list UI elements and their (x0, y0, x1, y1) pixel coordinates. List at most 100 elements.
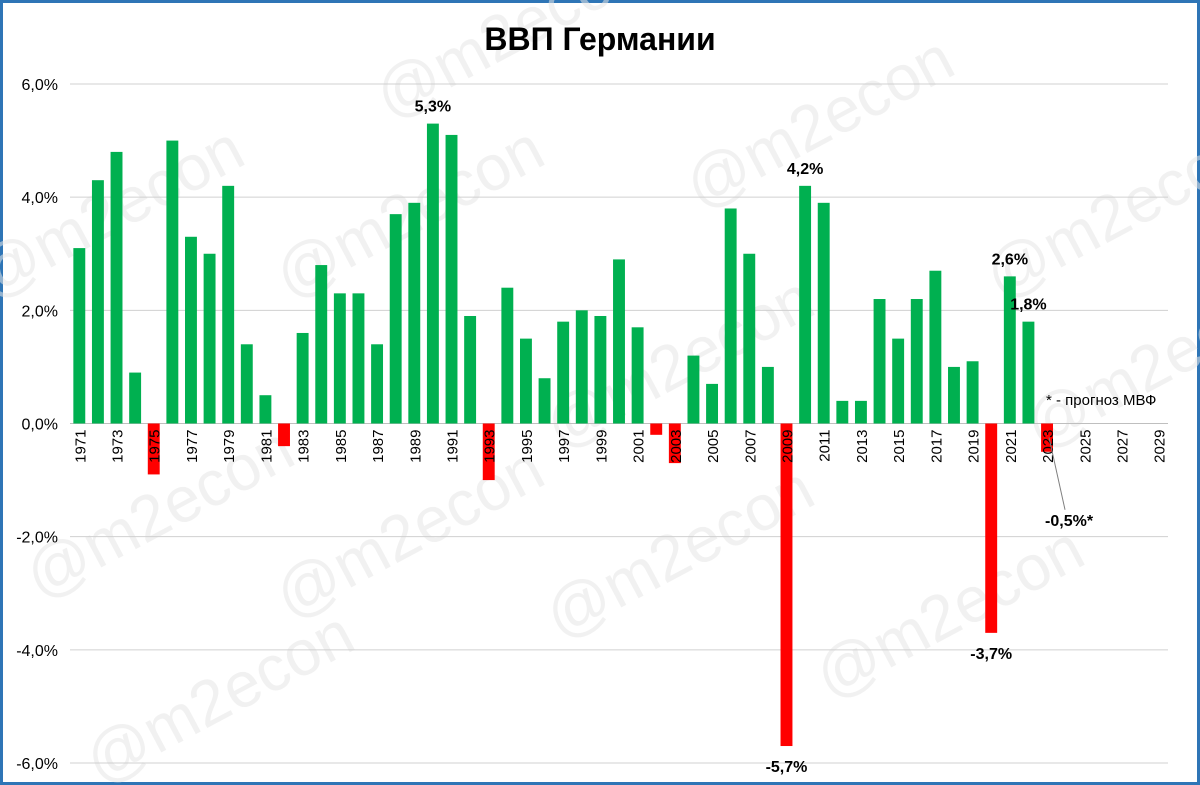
bar-2015 (892, 338, 905, 424)
bar-1985 (333, 293, 346, 424)
bar-2020 (985, 423, 998, 633)
bar-2003 (668, 423, 681, 464)
bar-1995 (519, 338, 532, 424)
bar-2014 (873, 299, 886, 424)
x-tick-label: 1991 (445, 430, 462, 463)
bar-1977 (185, 236, 197, 424)
x-tick-label: 1973 (110, 430, 127, 463)
bar-1996 (538, 378, 551, 424)
x-tick-label: 1985 (333, 430, 350, 463)
data-label-2020: -3,7% (970, 646, 1012, 663)
x-tick-label: 2019 (966, 430, 983, 463)
data-label-leader-line (1048, 437, 1066, 510)
bar-1972 (91, 180, 104, 424)
bar-1980 (240, 344, 253, 424)
bar-1991 (445, 134, 458, 424)
bar-1997 (557, 321, 570, 424)
x-tick-label: 1997 (556, 430, 573, 463)
x-tick-label: 1993 (482, 430, 499, 463)
x-tick-label: 2017 (928, 430, 945, 463)
bar-1992 (464, 315, 477, 424)
x-tick-label: 1995 (519, 430, 536, 463)
bar-1998 (575, 310, 588, 424)
x-tick-label: 2009 (779, 430, 796, 463)
x-tick-label: 2011 (817, 430, 834, 462)
data-label-2010: 4,2% (787, 161, 823, 178)
bar-1983 (296, 332, 309, 424)
x-tick-label: 1977 (184, 430, 201, 463)
x-tick-label: 1971 (72, 430, 89, 463)
bar-2022 (1022, 321, 1035, 424)
bar-2016 (910, 299, 923, 424)
x-tick-label: 1999 (593, 430, 610, 463)
y-tick-label: -2,0% (16, 530, 58, 547)
chart-title: ВВП Германии (484, 21, 715, 57)
forecast-note: * - прогноз МВФ (1046, 392, 1156, 409)
bar-2002 (650, 423, 663, 435)
x-tick-label: 1975 (147, 430, 164, 463)
bar-1974 (129, 372, 142, 424)
bar-1971 (73, 248, 86, 424)
data-labels: 5,3% 4,2% 2,6% 1,8% -5,7% -3,7% -0,5%* (415, 99, 1094, 776)
bars (73, 123, 1053, 747)
bar-1986 (352, 293, 365, 424)
watermark-text: @m2econ (673, 21, 965, 222)
bar-1978 (203, 253, 216, 424)
data-label-2022: 1,8% (1010, 297, 1046, 314)
x-tick-label: 2023 (1040, 430, 1057, 463)
watermark-text: @m2econ (73, 596, 365, 785)
bar-2001 (631, 327, 644, 424)
bar-1982 (278, 423, 290, 447)
y-tick-label: 4,0% (22, 190, 58, 207)
bar-2000 (613, 259, 625, 424)
watermark-text: @m2econ (803, 511, 1095, 712)
x-tick-label: 1981 (258, 430, 275, 463)
bar-2021 (1003, 276, 1016, 424)
bar-1989 (408, 202, 421, 424)
x-tick-label: 2005 (705, 430, 722, 463)
bar-2023 (1041, 423, 1053, 452)
x-tick-label: 2021 (1003, 429, 1020, 462)
bar-1976 (166, 140, 179, 424)
bar-1990 (426, 123, 439, 424)
data-label-2023: -0,5%* (1045, 513, 1094, 530)
x-tick-label: 2007 (742, 430, 759, 463)
bar-1981 (259, 395, 272, 424)
y-tick-label: -4,0% (16, 643, 58, 660)
bar-2011 (817, 202, 830, 424)
bar-2017 (929, 270, 942, 424)
bar-1987 (371, 344, 384, 424)
x-tick-label: 1989 (407, 430, 424, 463)
bar-2018 (948, 366, 960, 424)
bar-2009 (780, 423, 793, 747)
bar-2010 (799, 185, 812, 424)
bar-1994 (501, 287, 514, 424)
data-label-2021: 2,6% (992, 251, 1028, 268)
x-tick-label: 2013 (854, 430, 871, 463)
x-tick-label: 2001 (631, 430, 648, 463)
x-tick-label: 2027 (1114, 430, 1131, 463)
x-tick-label: 2015 (891, 430, 908, 463)
bar-2019 (966, 361, 979, 424)
bar-2007 (743, 253, 756, 424)
y-tick-label: 0,0% (22, 417, 58, 434)
data-label-1990: 5,3% (415, 99, 451, 116)
bar-2012 (836, 400, 849, 424)
bar-1979 (222, 185, 235, 424)
y-tick-label: -6,0% (16, 756, 58, 773)
x-tick-label: 1987 (370, 430, 387, 463)
data-label-2009: -5,7% (766, 759, 808, 776)
bar-1975 (147, 423, 160, 475)
watermark-text: @m2econ (363, 0, 655, 132)
x-tick-label: 1979 (221, 430, 238, 463)
bar-2006 (724, 208, 737, 424)
bar-1984 (315, 265, 328, 424)
bar-1993 (482, 423, 495, 481)
watermark-text: @m2econ (0, 111, 255, 312)
x-axis-tick-labels: 1971 1973 1975 1977 1979 1981 1983 1985 1987 1989… (72, 429, 1168, 462)
x-tick-label: 1983 (296, 430, 313, 463)
y-tick-label: 2,0% (22, 303, 58, 320)
bar-1999 (594, 315, 607, 424)
x-tick-label: 2029 (1152, 430, 1169, 463)
